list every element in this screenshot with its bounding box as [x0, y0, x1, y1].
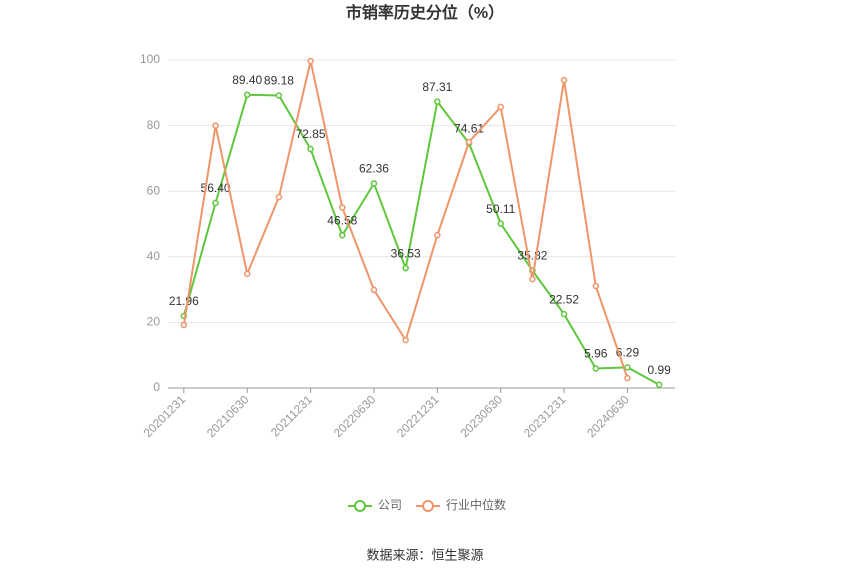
data-point	[180, 321, 188, 329]
x-tick-label: 20240630	[584, 392, 632, 440]
y-tick-label: 60	[147, 183, 161, 197]
x-tick-label: 20210630	[204, 392, 252, 440]
data-label: 21.96	[169, 294, 199, 308]
y-tick-label: 100	[140, 52, 160, 66]
data-point	[212, 199, 219, 207]
data-point	[560, 310, 568, 318]
data-point	[275, 193, 283, 201]
x-tick-label: 20231231	[521, 392, 569, 440]
data-point	[212, 122, 219, 129]
data-point	[465, 138, 473, 146]
data-label: 87.31	[422, 80, 452, 94]
data-point	[243, 91, 251, 99]
y-tick-label: 40	[147, 249, 161, 263]
legend-label: 行业中位数	[446, 497, 506, 512]
data-point	[402, 336, 409, 344]
data-point	[529, 275, 536, 283]
data-label: 46.58	[327, 213, 357, 227]
chart-title: 市销率历史分位（%）	[346, 3, 504, 22]
data-point	[370, 286, 378, 294]
data-point	[655, 381, 663, 389]
data-label: 89.40	[232, 73, 262, 87]
x-tick-label: 20221231	[394, 392, 442, 440]
data-point	[497, 103, 504, 111]
data-label: 6.29	[616, 346, 640, 360]
data-point	[592, 365, 600, 372]
data-point	[243, 270, 251, 278]
y-tick-label: 80	[147, 118, 161, 132]
data-point	[339, 231, 346, 239]
series-line	[182, 60, 629, 379]
data-label: 62.36	[359, 162, 389, 176]
data-label: 89.18	[264, 74, 294, 88]
data-label: 35.82	[517, 249, 547, 263]
data-point	[339, 204, 346, 211]
data-point	[592, 282, 600, 290]
legend-marker	[422, 500, 435, 512]
data-label: 5.96	[584, 347, 608, 361]
data-label: 72.85	[296, 127, 326, 141]
data-point	[624, 364, 631, 371]
data-label: 56.40	[201, 181, 231, 195]
legend-label: 公司	[378, 498, 402, 512]
data-point	[370, 180, 378, 187]
data-point	[402, 264, 409, 272]
data-point	[624, 374, 631, 382]
data-point	[307, 57, 314, 65]
source: 数据来源：恒生聚源	[366, 547, 483, 562]
data-label: 0.99	[647, 363, 671, 377]
x-tick-label: 20220630	[331, 392, 379, 440]
data-point	[434, 231, 441, 239]
x-tick-label: 20201231	[141, 392, 189, 440]
data-point	[275, 92, 283, 99]
series-line	[182, 93, 660, 386]
y-tick-label: 20	[147, 315, 161, 329]
data-label: 50.11	[486, 202, 515, 216]
data-label: 22.52	[549, 292, 579, 306]
x-tick-label: 20230630	[457, 392, 505, 440]
data-point	[434, 98, 441, 105]
x-tick-label: 20211231	[268, 392, 315, 439]
data-point	[560, 76, 568, 84]
data-label: 36.53	[391, 246, 421, 260]
data-point	[307, 145, 314, 153]
legend-marker	[354, 500, 366, 512]
data-label: 74.61	[454, 121, 484, 135]
data-point	[497, 220, 504, 227]
y-tick-label: 0	[153, 380, 160, 394]
